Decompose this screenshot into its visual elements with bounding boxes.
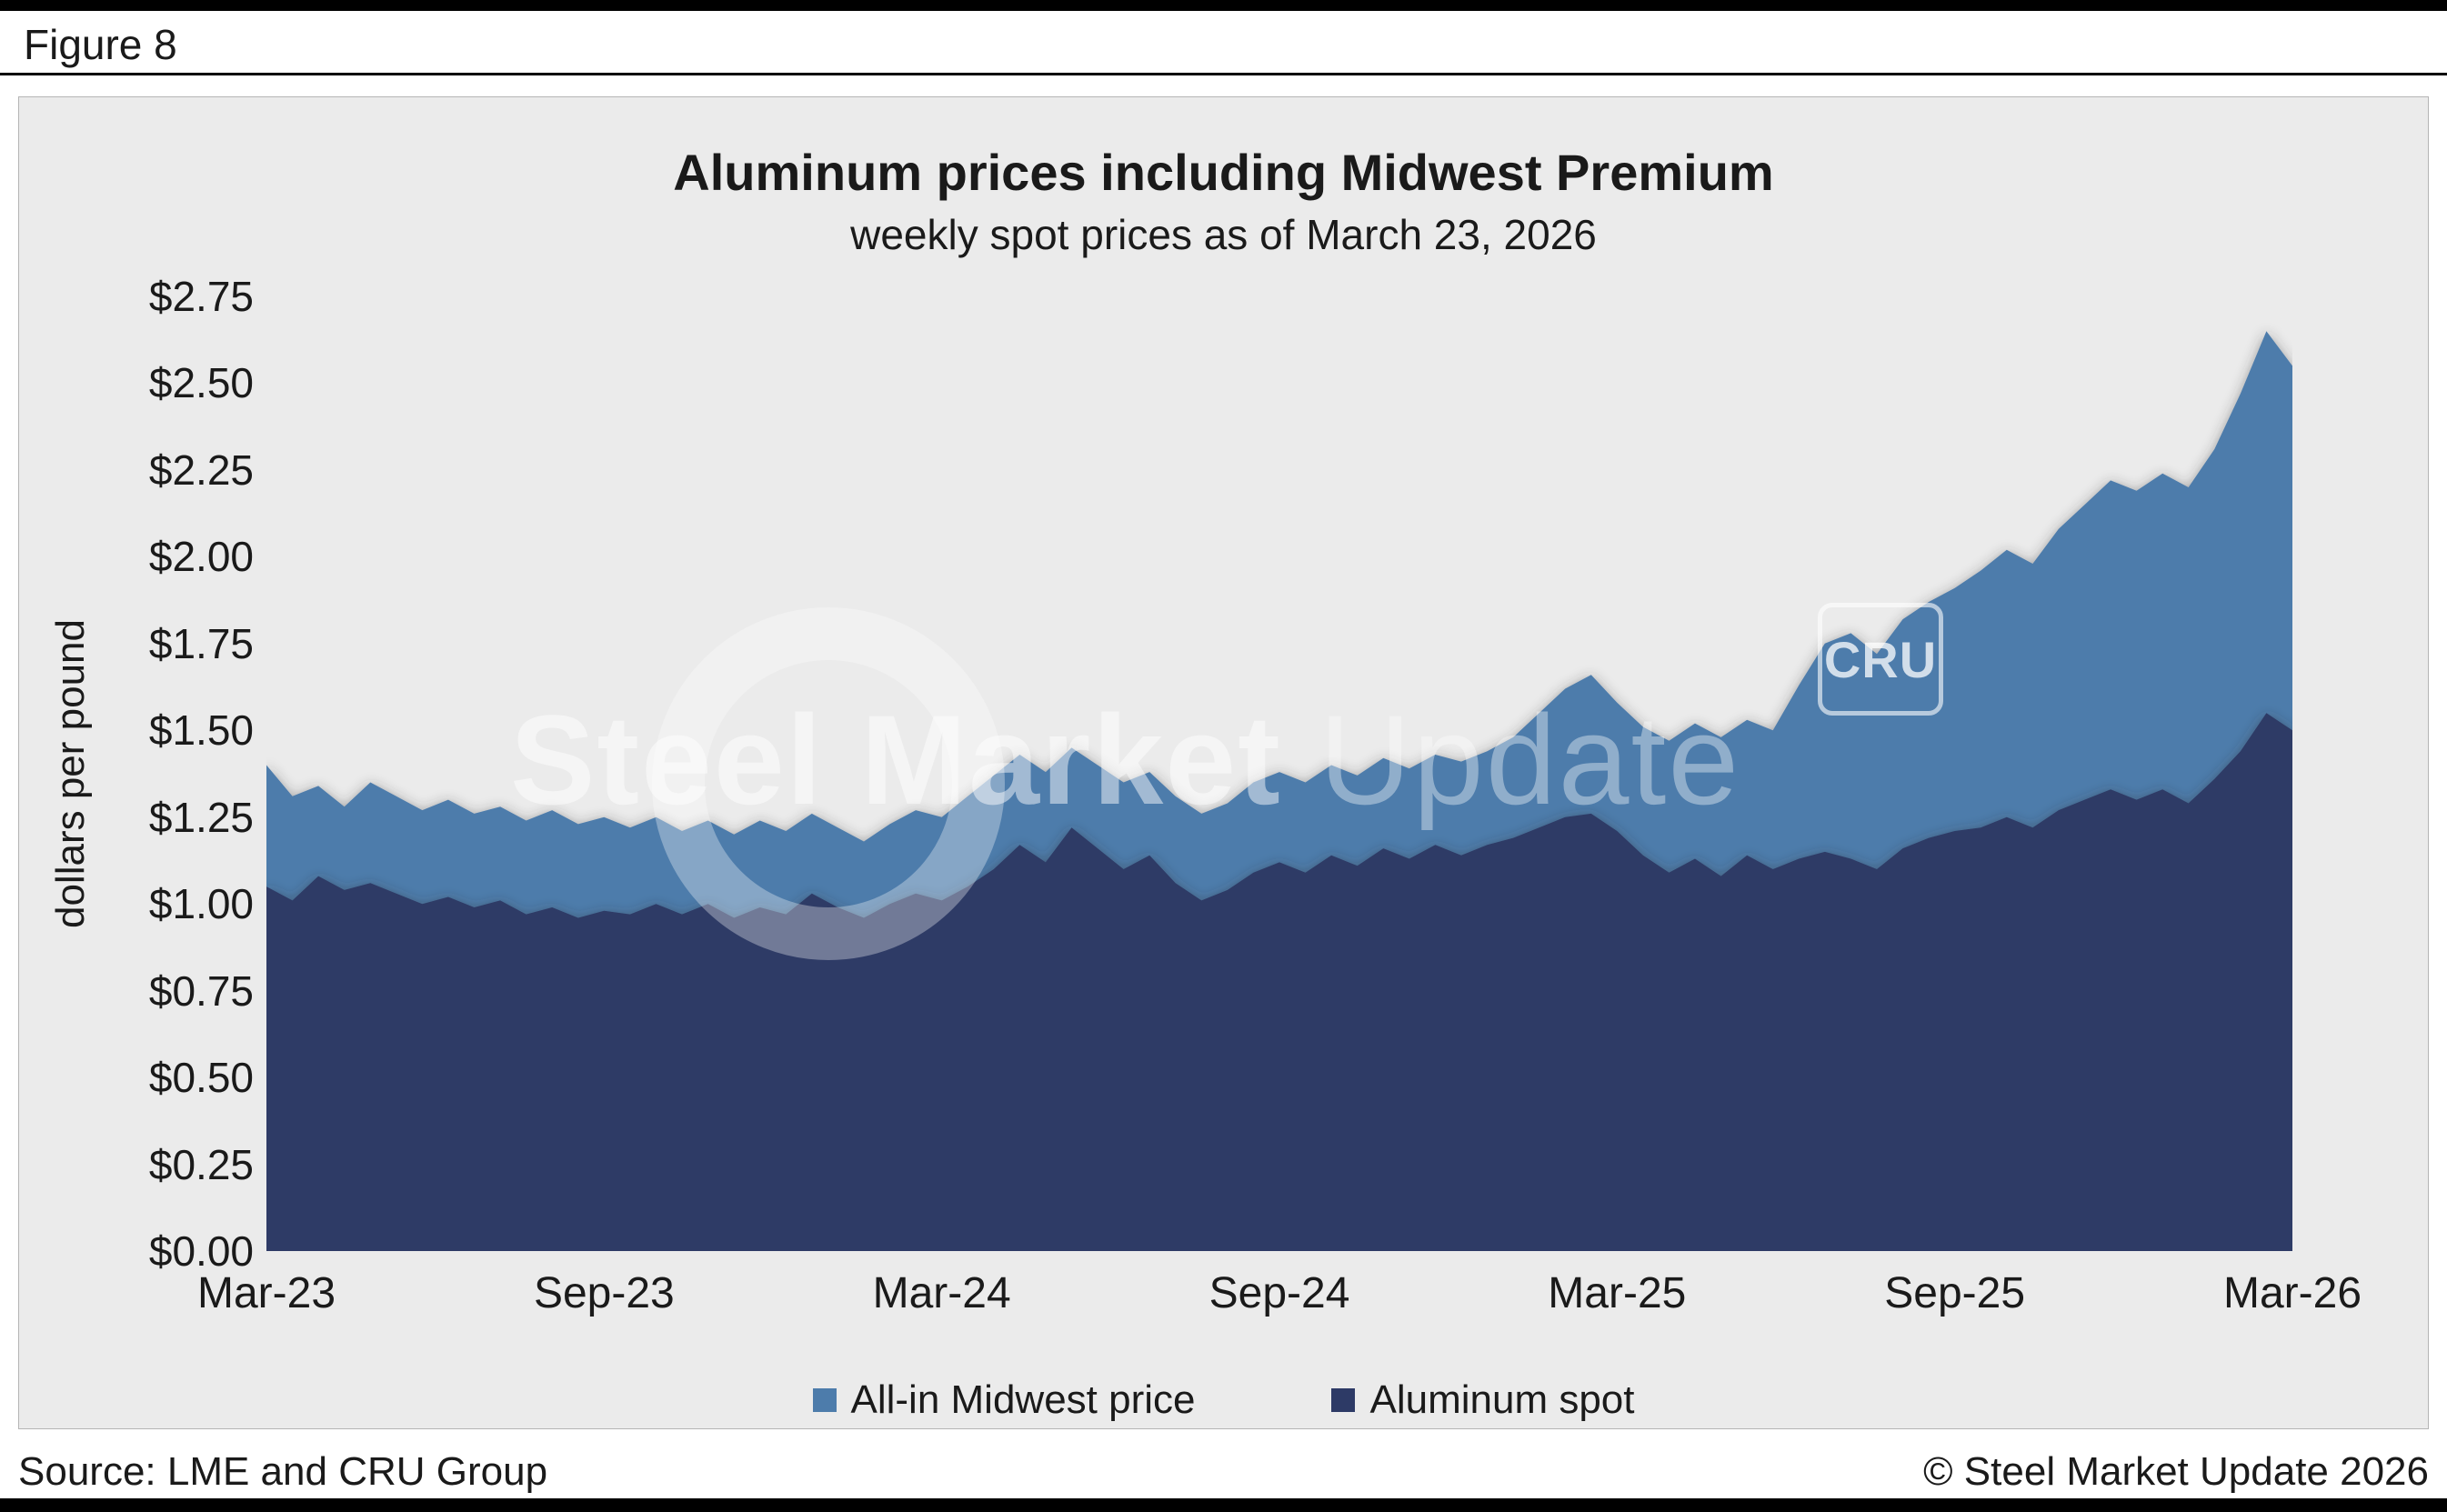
y-tick-label: $1.00 [148,880,254,928]
chart-panel: Aluminum prices including Midwest Premiu… [18,96,2429,1429]
legend-label: Aluminum spot [1369,1377,1635,1422]
y-tick-label: $2.75 [148,273,254,320]
y-tick-label: $1.25 [148,793,254,841]
chart-subtitle: weekly spot prices as of March 23, 2026 [850,211,1597,258]
y-tick-label: $0.75 [148,966,254,1015]
legend-swatch [1331,1388,1356,1412]
footer-copyright: © Steel Market Update 2026 [1923,1449,2429,1494]
y-tick-label: $2.50 [148,359,254,407]
y-tick-label: $1.75 [148,619,254,667]
price-area-chart [266,331,2292,1251]
legend-item: Aluminum spot [1331,1377,1635,1423]
y-tick-label: $1.50 [148,706,254,755]
legend-item: All-in Midwest price [812,1377,1196,1423]
x-tick-label: Mar-23 [196,1269,336,1317]
bottom-border [0,1498,2447,1512]
footer-row: Source: LME and CRU Group © Steel Market… [18,1449,2429,1495]
chart-legend: All-in Midwest price Aluminum spot [19,1377,2428,1423]
x-tick-label: Mar-24 [872,1269,1011,1317]
figure-label: Figure 8 [24,21,177,68]
y-tick-label: $2.25 [148,446,254,494]
x-tick-label: Mar-25 [1548,1269,1687,1317]
x-tick-label: Mar-26 [2222,1269,2362,1317]
legend-swatch [812,1388,837,1412]
x-tick-label: Sep-23 [533,1269,675,1317]
aluminum-spot-area [266,713,2292,1251]
top-border [0,0,2447,11]
chart-title: Aluminum prices including Midwest Premiu… [673,144,1774,201]
y-tick-label: $2.00 [148,533,254,581]
y-tick-label: $0.25 [148,1140,254,1188]
y-tick-label: $0.50 [148,1054,254,1102]
x-tick-label: Sep-25 [1884,1269,2026,1317]
x-tick-label: Sep-24 [1208,1269,1350,1317]
legend-label: All-in Midwest price [850,1377,1196,1422]
y-tick-label: $0.00 [148,1227,254,1275]
footer-source: Source: LME and CRU Group [18,1449,548,1494]
header-rule [0,73,2447,75]
